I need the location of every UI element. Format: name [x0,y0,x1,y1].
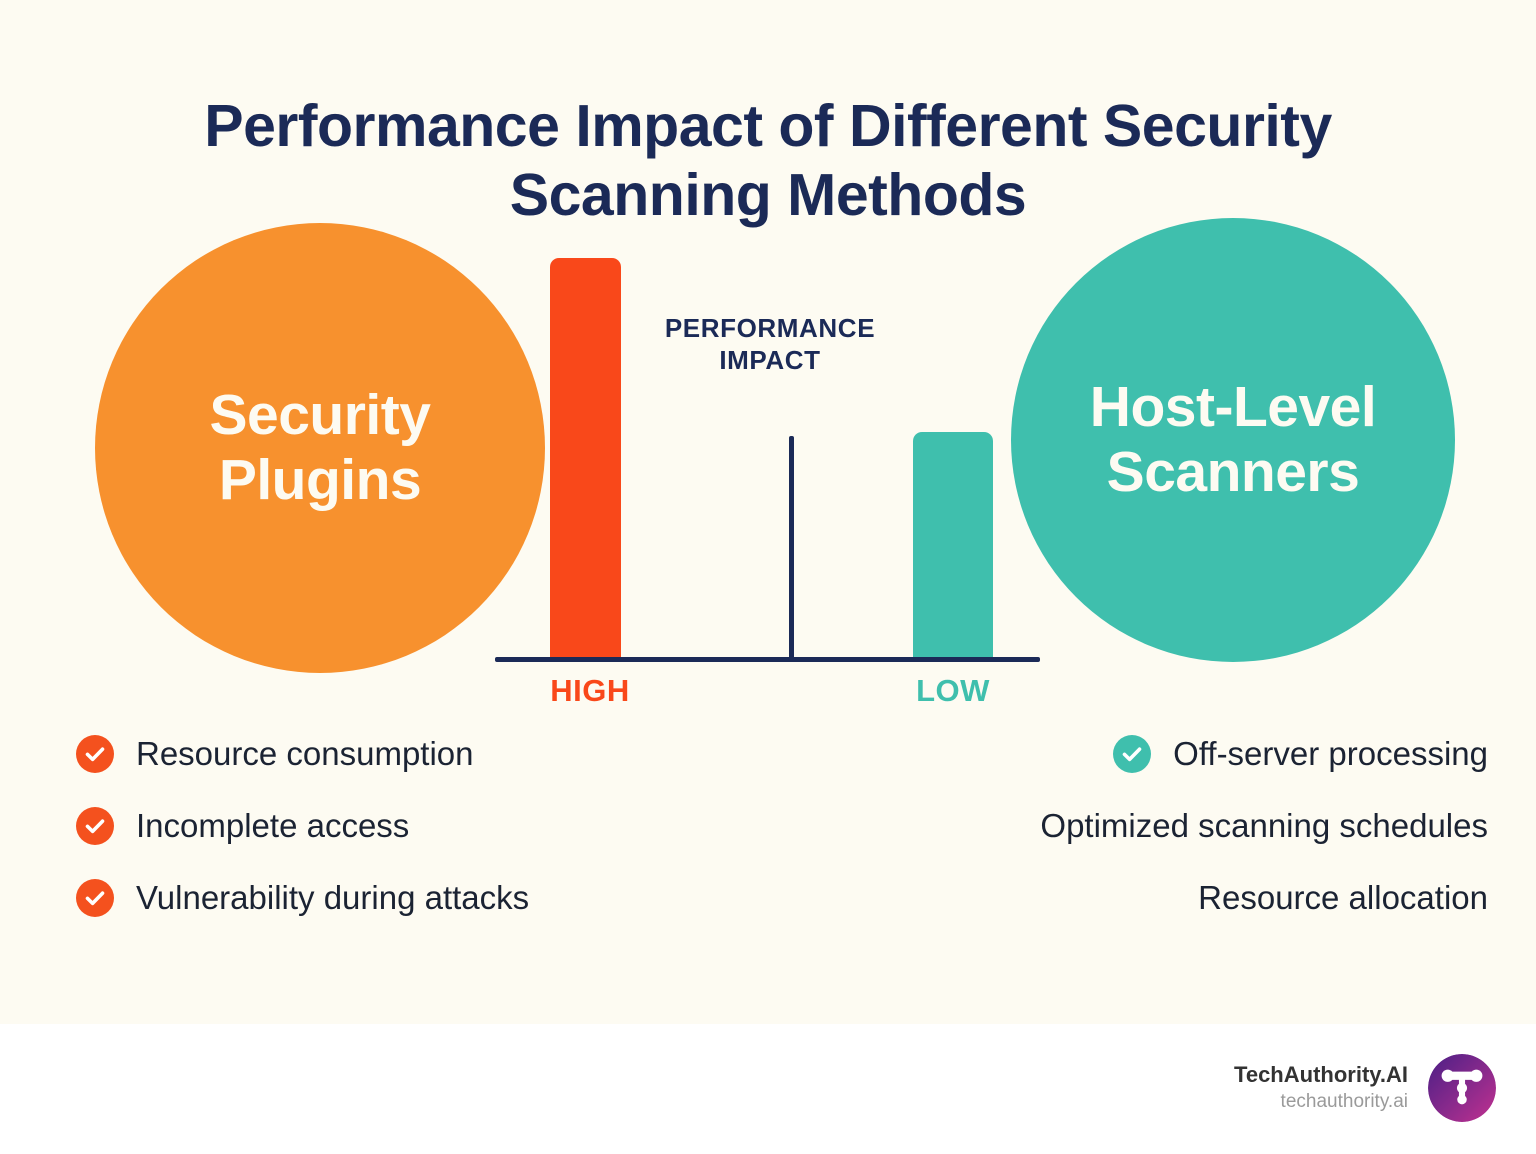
check-circle-icon [76,807,114,845]
list-item-label: Optimized scanning schedules [1040,807,1488,844]
chart-title: PERFORMANCE IMPACT [664,313,876,375]
list-item: Resource allocation [800,862,1488,934]
bar-high-impact [550,258,621,658]
check-circle-icon [76,879,114,917]
list-item: Resource consumption [76,718,736,790]
drawbacks-list: Resource consumption Incomplete access V… [76,718,736,934]
list-item-label: Vulnerability during attacks [136,879,530,916]
list-item: Incomplete access [76,790,736,862]
benefits-list: Off-server processing Optimized scanning… [800,718,1488,934]
list-item: Optimized scanning schedules [800,790,1488,862]
bubble-security-plugins: Security Plugins [95,223,545,673]
page-title: Performance Impact of Different Security… [204,92,1332,229]
axis-label-low: LOW [916,673,990,708]
bar-low-impact [913,432,993,658]
bubble-host-level-scanners: Host-Level Scanners [1011,218,1455,662]
axis-label-high: HIGH [550,673,630,708]
bubble-left-label: Security Plugins [209,383,431,512]
footer-bar: TechAuthority.AI techauthority.ai [0,1024,1536,1154]
list-item-label: Resource consumption [136,735,474,772]
list-item: Off-server processing [800,718,1488,790]
check-circle-icon [1113,735,1152,773]
infographic-stage: Performance Impact of Different Security… [0,0,1536,1024]
footer-branding: TechAuthority.AI techauthority.ai [1234,1054,1496,1122]
list-item-label: Incomplete access [136,807,410,844]
performance-impact-bar-chart: PERFORMANCE IMPACT [495,250,1040,662]
brand-name: TechAuthority.AI [1234,1061,1408,1087]
check-circle-icon [76,735,114,773]
chart-axis-divider [789,436,794,662]
list-item: Vulnerability during attacks [76,862,736,934]
bubble-right-label: Host-Level Scanners [1089,375,1377,504]
techauthority-t-logo-icon [1428,1054,1496,1122]
list-item-label: Off-server processing [1173,735,1488,772]
brand-url: techauthority.ai [1280,1091,1408,1113]
footer-text-block: TechAuthority.AI techauthority.ai [1234,1061,1408,1115]
chart-axis-baseline [495,657,1040,662]
list-item-label: Resource allocation [1198,879,1488,916]
